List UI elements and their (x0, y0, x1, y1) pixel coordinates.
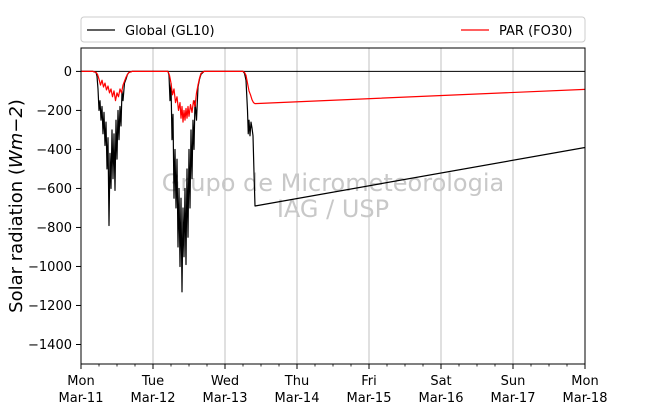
x-tick-label-day: Sun (501, 374, 526, 389)
x-tick-label-day: Mon (571, 374, 598, 389)
x-tick-label-day: Wed (211, 374, 239, 389)
legend-label-par: PAR (FO30) (499, 24, 572, 39)
x-tick-label-day: Fri (361, 374, 377, 389)
y-tick-label: −400 (36, 143, 72, 158)
watermark-line-2: IAG / USP (277, 195, 389, 223)
watermark-line-1: Grupo de Micrometeorologia (162, 169, 504, 197)
legend: Global (GL10) PAR (FO30) (80, 16, 586, 43)
legend-box (80, 16, 586, 43)
series-line-par (81, 70, 586, 123)
y-axis-label-close: ) (6, 99, 27, 106)
y-axis-label: Solar radiation (Wm−2) (6, 99, 27, 313)
x-tick-label-date: Mar-15 (347, 391, 392, 406)
y-tick-label: 0 (64, 65, 72, 80)
y-axis-label-exp: −2 (6, 106, 27, 133)
grid-lines (152, 48, 514, 364)
x-tick-label-day: Thu (284, 374, 309, 389)
x-tick-label-date: Mar-17 (491, 391, 536, 406)
x-tick-label-date: Mar-11 (59, 391, 104, 406)
series-lines (81, 70, 586, 293)
x-tick-label-date: Mar-16 (419, 391, 464, 406)
x-tick-label-date: Mar-13 (203, 391, 248, 406)
x-tick-label-day: Tue (141, 374, 164, 389)
y-tick-label: −800 (36, 221, 72, 236)
y-tick-label: −1400 (28, 338, 72, 353)
x-tick-label-day: Mon (67, 374, 94, 389)
legend-label-global: Global (GL10) (125, 24, 215, 39)
y-tick-label: −1200 (28, 299, 72, 314)
y-tick-label: −200 (36, 104, 72, 119)
x-tick-label-day: Sat (430, 374, 451, 389)
x-tick-label-date: Mar-14 (275, 391, 320, 406)
y-axis-ticks: 0 −200 −400 −600 −800 −1000 −1200 −1400 (28, 65, 81, 353)
x-tick-label-date: Mar-12 (131, 391, 176, 406)
x-tick-label-date: Mar-18 (563, 391, 608, 406)
y-tick-label: −600 (36, 182, 72, 197)
x-axis-ticks: Mon Mar-11 Tue Mar-12 Wed Mar-13 Thu Mar-14 Fri M… (59, 364, 608, 406)
y-tick-label: −1000 (28, 260, 72, 275)
y-axis-label-main: Solar radiation ( (6, 168, 27, 313)
watermark: Grupo de Micrometeorologia IAG / USP (162, 169, 504, 223)
y-axis-label-unit: Wm (6, 133, 27, 168)
